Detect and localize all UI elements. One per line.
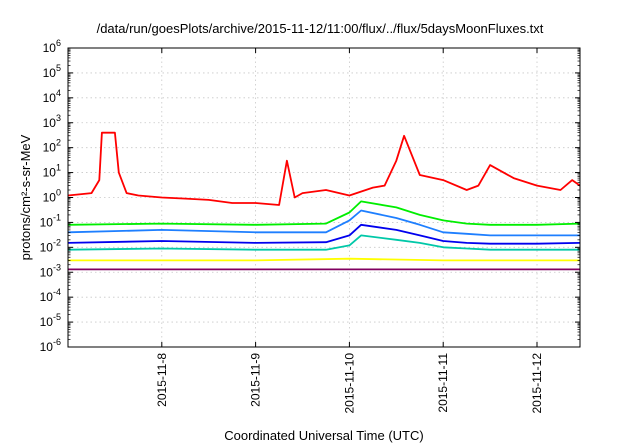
y-tick-base: 10 xyxy=(43,91,57,105)
y-tick-label: 10-1 xyxy=(40,212,61,229)
y-tick-exponent: -2 xyxy=(53,237,61,247)
series-line-6 xyxy=(68,257,580,262)
y-tick-label: 103 xyxy=(43,113,61,130)
y-tick-base: 10 xyxy=(43,166,57,180)
x-tick-label: 2015-11-9 xyxy=(249,353,263,407)
x-tick-label: 2015-11-11 xyxy=(436,353,450,413)
y-tick-label: 105 xyxy=(43,63,61,80)
y-tick-exponent: 4 xyxy=(56,88,61,98)
y-tick-exponent: -5 xyxy=(53,312,61,322)
y-tick-label: 10-5 xyxy=(40,312,61,329)
grid xyxy=(68,48,580,347)
y-tick-base: 10 xyxy=(43,141,57,155)
y-tick-exponent: 1 xyxy=(56,163,61,173)
y-tick-exponent: -4 xyxy=(53,287,61,297)
y-tick-label: 10-4 xyxy=(40,287,61,304)
y-tick-base: 10 xyxy=(43,66,57,80)
y-tick-base: 10 xyxy=(43,41,57,55)
x-tick-label: 2015-11-10 xyxy=(342,353,356,414)
y-tick-base: 10 xyxy=(40,240,54,254)
x-axis-label: Coordinated Universal Time (UTC) xyxy=(224,428,423,443)
y-tick-label: 104 xyxy=(43,88,61,105)
y-tick-label: 10-3 xyxy=(40,262,61,279)
y-axis-label: protons/cm²-s-sr-MeV xyxy=(18,134,33,260)
y-tick-exponent: 5 xyxy=(56,63,61,73)
series-line-2 xyxy=(67,200,581,226)
y-tick-exponent: 3 xyxy=(56,113,61,123)
x-tick-label: 2015-11-12 xyxy=(530,353,544,414)
series-line-4 xyxy=(67,223,581,245)
y-tick-base: 10 xyxy=(40,290,54,304)
x-tick-label: 2015-11-8 xyxy=(155,353,169,407)
series-line-5 xyxy=(67,234,580,251)
series-line-1 xyxy=(67,131,581,206)
series-line-3 xyxy=(67,209,580,237)
y-tick-exponent: -3 xyxy=(53,262,61,272)
y-tick-label: 10-2 xyxy=(40,237,61,254)
ticks: 10-610-510-410-310-210-11001011021031041… xyxy=(40,38,580,414)
y-tick-base: 10 xyxy=(40,215,54,229)
y-tick-label: 102 xyxy=(43,138,61,155)
y-tick-label: 10-6 xyxy=(40,337,61,354)
y-tick-exponent: -6 xyxy=(53,337,61,347)
y-tick-exponent: 2 xyxy=(56,138,61,148)
y-tick-base: 10 xyxy=(40,265,54,279)
y-tick-label: 100 xyxy=(43,188,61,205)
y-tick-label: 101 xyxy=(43,163,61,180)
y-tick-exponent: -1 xyxy=(53,212,61,222)
y-tick-label: 106 xyxy=(43,38,61,55)
chart-title: /data/run/goesPlots/archive/2015-11-12/1… xyxy=(97,21,544,36)
y-tick-exponent: 0 xyxy=(56,188,61,198)
y-tick-exponent: 6 xyxy=(56,38,61,48)
y-tick-base: 10 xyxy=(43,191,57,205)
y-tick-base: 10 xyxy=(40,340,54,354)
series-lines xyxy=(67,131,581,271)
y-tick-base: 10 xyxy=(40,315,54,329)
y-tick-base: 10 xyxy=(43,116,57,130)
